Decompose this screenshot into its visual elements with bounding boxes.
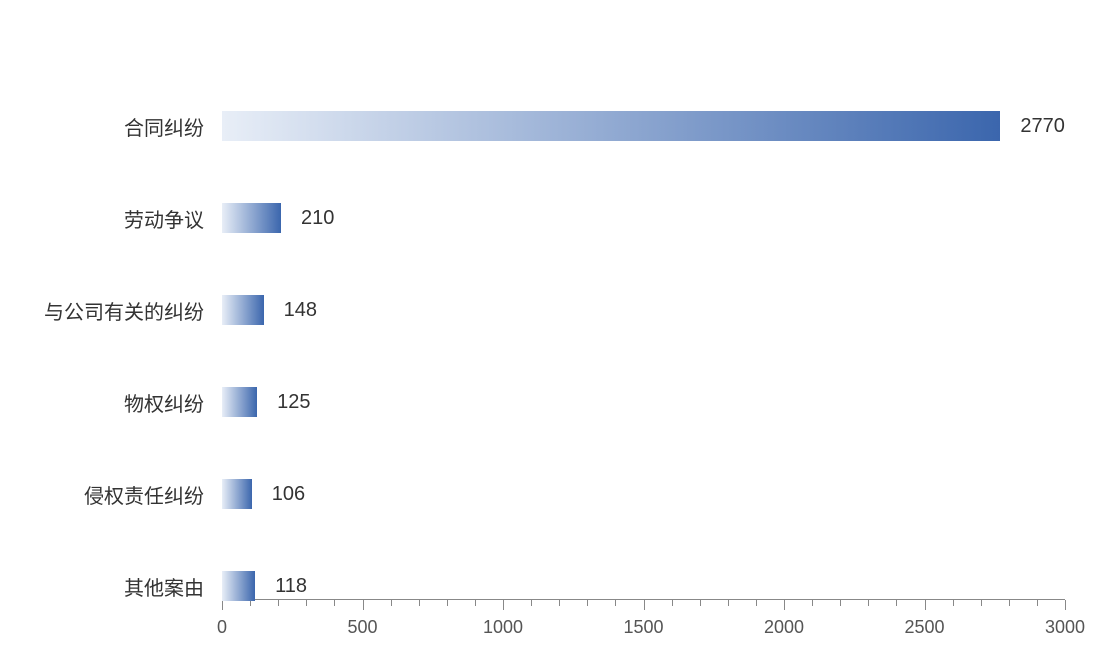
x-tick-minor [559,600,560,606]
x-tick-minor [615,600,616,606]
bar [222,111,1000,141]
x-tick-label: 0 [217,617,227,638]
x-tick-minor [1009,600,1010,606]
x-tick-minor [868,600,869,606]
bar [222,387,257,417]
x-tick-label: 500 [347,617,377,638]
x-tick-minor [306,600,307,606]
x-tick-minor [981,600,982,606]
x-tick-minor [840,600,841,606]
x-tick-label: 1500 [623,617,663,638]
x-tick-minor [812,600,813,606]
category-label: 与公司有关的纠纷 [22,296,222,325]
x-tick-label: 2500 [904,617,944,638]
category-label: 物权纠纷 [22,388,222,417]
x-tick-major [222,600,223,610]
x-tick-minor [447,600,448,606]
x-tick-major [644,600,645,610]
bar [222,295,264,325]
bar-value-label: 118 [255,575,307,598]
x-tick-label: 1000 [483,617,523,638]
category-label: 侵权责任纠纷 [22,480,222,509]
x-tick-minor [953,600,954,606]
x-tick-minor [278,600,279,606]
bar-row: 物权纠纷125 [222,387,257,417]
bar [222,571,255,601]
bar-row: 合同纠纷2770 [222,111,1000,141]
x-tick-minor [475,600,476,606]
bar-row: 劳动争议210 [222,203,281,233]
bar [222,479,252,509]
bar-row: 与公司有关的纠纷148 [222,295,264,325]
bar-chart: 050010001500200025003000合同纠纷2770劳动争议210与… [0,40,1110,648]
x-tick-minor [728,600,729,606]
x-tick-minor [419,600,420,606]
x-tick-label: 2000 [764,617,804,638]
x-tick-minor [391,600,392,606]
category-label: 其他案由 [22,572,222,601]
x-tick-major [363,600,364,610]
x-tick-minor [334,600,335,606]
bar-value-label: 148 [264,299,317,322]
bar-row: 其他案由118 [222,571,255,601]
bar [222,203,281,233]
bar-value-label: 2770 [1000,115,1065,138]
x-tick-minor [756,600,757,606]
x-tick-major [503,600,504,610]
x-tick-minor [896,600,897,606]
x-tick-minor [1037,600,1038,606]
bar-value-label: 106 [252,483,305,506]
x-tick-minor [672,600,673,606]
category-label: 劳动争议 [22,204,222,233]
category-label: 合同纠纷 [22,112,222,141]
x-tick-minor [531,600,532,606]
x-tick-minor [700,600,701,606]
bar-value-label: 125 [257,391,310,414]
x-tick-major [925,600,926,610]
x-tick-major [1065,600,1066,610]
bar-value-label: 210 [281,207,334,230]
x-tick-label: 3000 [1045,617,1085,638]
x-tick-minor [587,600,588,606]
bar-row: 侵权责任纠纷106 [222,479,252,509]
x-tick-major [784,600,785,610]
